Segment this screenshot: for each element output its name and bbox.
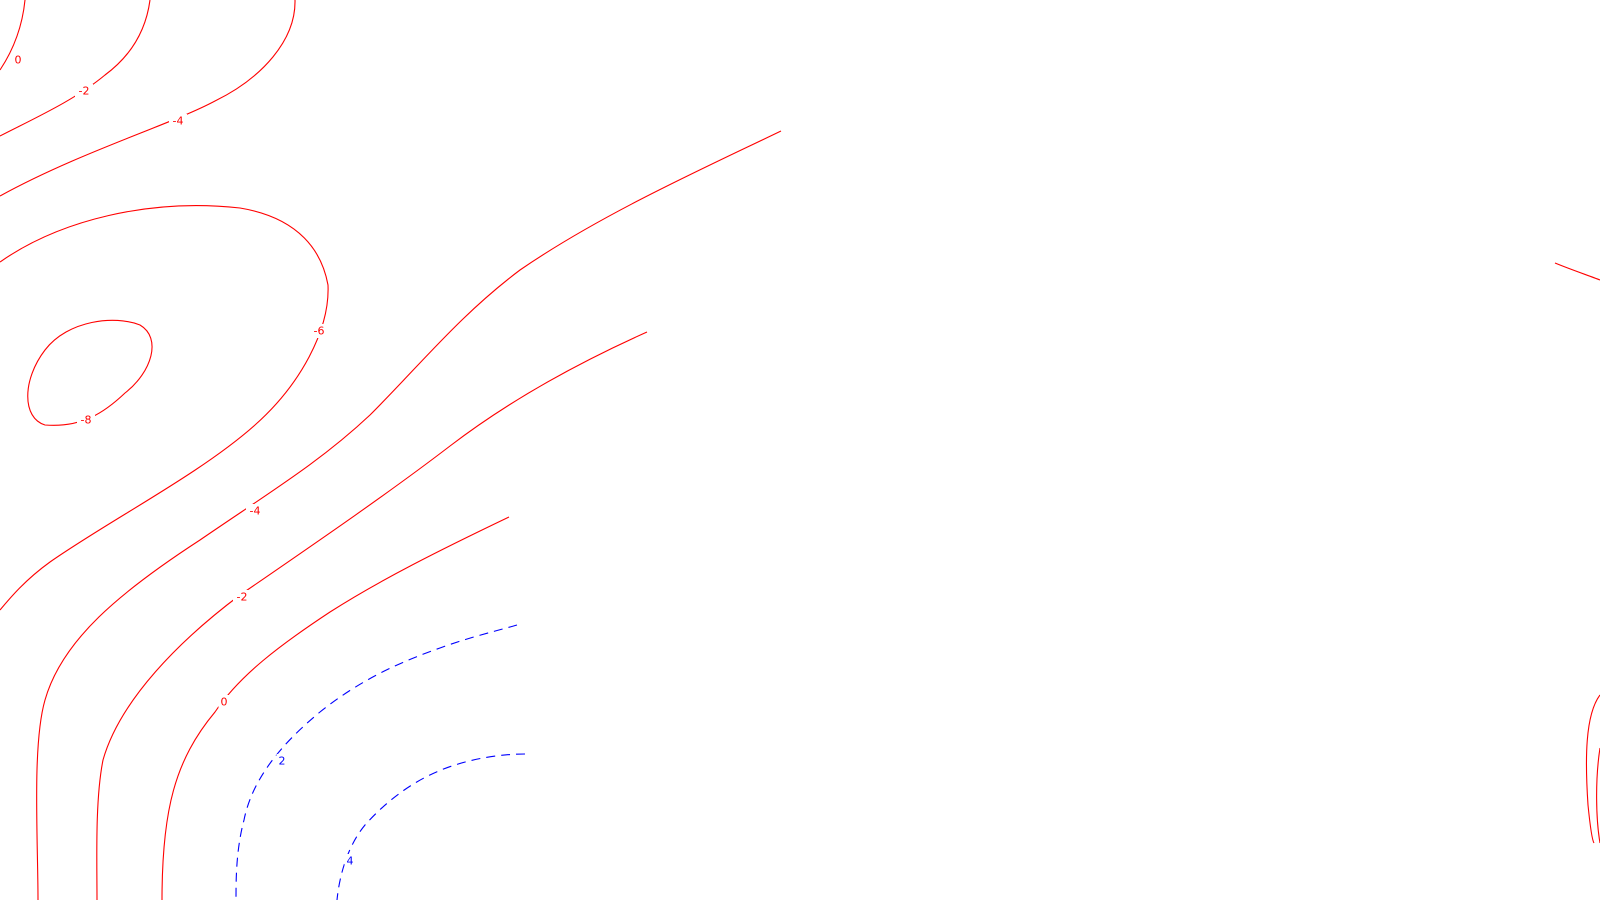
contour-label-bg-neg-upper-2 bbox=[75, 84, 93, 98]
contour-label-bg-pos-2 bbox=[276, 754, 288, 768]
contour-label-bg-neg-lower-0 bbox=[218, 695, 230, 709]
contour-label-bg-neg-lower-4 bbox=[246, 504, 264, 518]
contour-label-bg-pos-4 bbox=[344, 854, 356, 868]
contour-label-neg-lower-4: -4 bbox=[250, 505, 261, 518]
contour-line-neg-right-bottom bbox=[1585, 694, 1600, 844]
contour-line-neg-8 bbox=[27, 319, 153, 426]
contour-label-neg-lower-2: -2 bbox=[237, 591, 248, 604]
contour-label-pos-4: 4 bbox=[347, 855, 354, 868]
contour-label-bg-neg-lower-2 bbox=[233, 590, 251, 604]
contour-label-neg-6: -6 bbox=[314, 325, 325, 338]
contour-label-neg-upper-2: -2 bbox=[79, 85, 90, 98]
contour-labels: 0 -2 -4 -6 -8 -4 -2 0 2 4 bbox=[12, 53, 356, 868]
contour-line-neg-lower-4 bbox=[36, 130, 782, 900]
contour-label-pos-2: 2 bbox=[279, 755, 286, 768]
contour-label-bg-neg-8 bbox=[77, 413, 95, 427]
contour-line-neg-upper-4 bbox=[0, 0, 296, 197]
contour-label-bg-neg-upper-4 bbox=[169, 114, 187, 128]
contour-line-neg-right-top bbox=[1554, 262, 1600, 281]
contour-label-neg-8: -8 bbox=[81, 414, 92, 427]
contour-label-bg-neg-upper-0 bbox=[12, 53, 24, 67]
contour-label-neg-upper-0: 0 bbox=[15, 54, 22, 67]
contour-label-neg-lower-0: 0 bbox=[221, 696, 228, 709]
contour-line-neg-lower-2 bbox=[96, 331, 648, 900]
contour-line-pos-2 bbox=[235, 624, 518, 900]
contour-line-neg-upper-2 bbox=[0, 0, 151, 137]
contour-label-neg-upper-4: -4 bbox=[173, 115, 184, 128]
contour-label-bg-neg-6 bbox=[310, 324, 328, 338]
contour-line-neg-upper-0 bbox=[0, 0, 26, 71]
contour-line-neg-lower-0 bbox=[161, 516, 510, 900]
